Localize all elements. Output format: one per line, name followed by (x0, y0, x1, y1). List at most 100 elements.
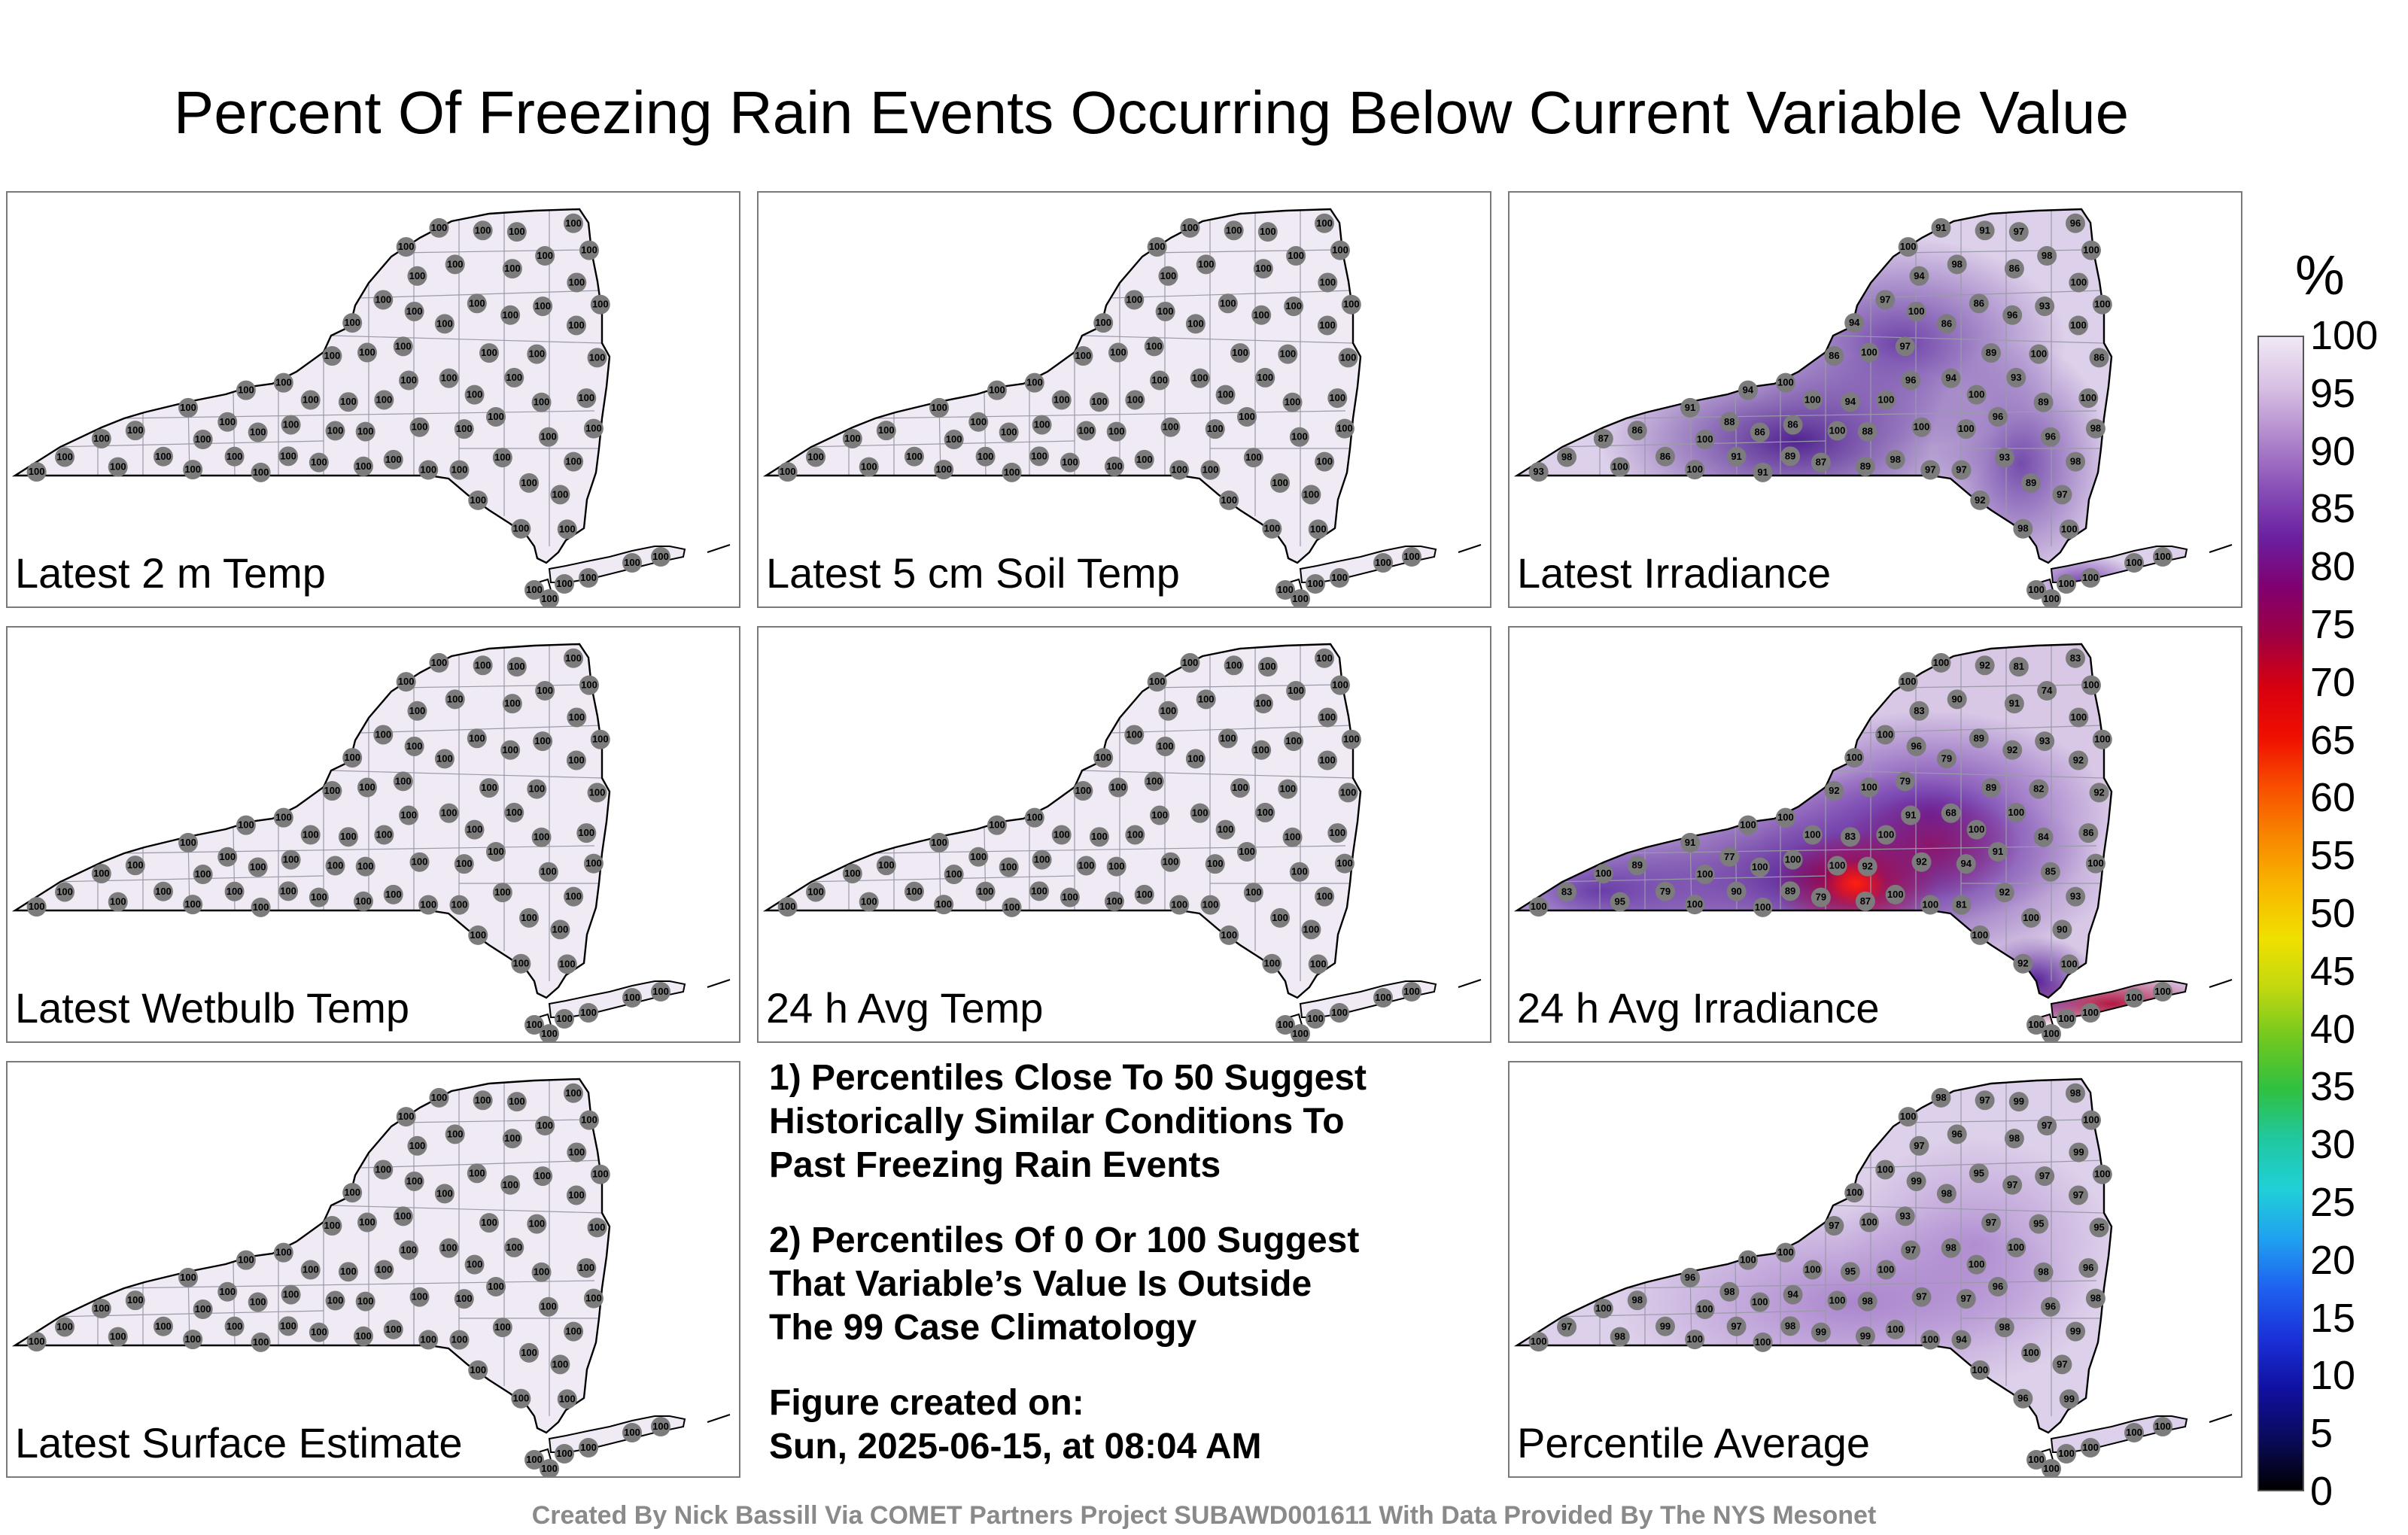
station-value: 100 (29, 466, 45, 477)
station-value: 100 (1226, 659, 1242, 670)
map-svg: 100 100 100 100 100 100 100 100 100 100 100 100 100 1… (762, 208, 1482, 606)
station-marker (1780, 1316, 1801, 1336)
colorbar-tick-label: 15 (2310, 1295, 2356, 1341)
station-marker (429, 1087, 449, 1108)
station-marker (1875, 290, 1896, 310)
station-value: 100 (1126, 728, 1142, 740)
note-line: 1) Percentiles Close To 50 Suggest (769, 1058, 1367, 1098)
station-marker (1106, 856, 1126, 877)
station-value: 100 (565, 1087, 582, 1099)
station-value: 100 (1697, 868, 1713, 880)
station-value: 100 (253, 901, 269, 913)
station-value: 100 (2061, 958, 2078, 969)
station-marker (1775, 807, 1795, 828)
station-marker (2081, 1110, 2101, 1130)
station-value: 98 (1890, 454, 1900, 465)
station-value: 100 (327, 1295, 344, 1306)
station-value: 100 (1972, 929, 1988, 941)
station-value: 100 (1078, 860, 1095, 871)
station-marker (1994, 1318, 2014, 1338)
station-value: 100 (1755, 901, 1771, 913)
station-marker (125, 856, 145, 876)
station-marker (2002, 305, 2023, 325)
station-value: 97 (1905, 1245, 1916, 1256)
station-marker (1076, 856, 1096, 876)
station-value: 100 (1829, 860, 1846, 871)
station-value: 100 (652, 986, 669, 997)
station-marker (566, 1185, 586, 1205)
station-value: 87 (1860, 895, 1871, 907)
station-marker (1262, 953, 1282, 974)
station-marker (904, 446, 924, 467)
station-marker (1291, 1024, 1310, 1041)
station-marker (1885, 884, 1905, 904)
station-marker (1236, 841, 1257, 862)
station-marker (1775, 1242, 1795, 1263)
station-marker (2004, 1129, 2024, 1149)
station-marker (2021, 1342, 2042, 1363)
station-value: 100 (989, 385, 1005, 396)
station-value: 100 (1054, 829, 1070, 840)
station-value: 100 (470, 929, 486, 941)
station-value: 100 (1595, 868, 1612, 879)
station-value: 100 (451, 464, 468, 476)
station-value: 100 (475, 224, 491, 236)
station-marker (1951, 460, 1972, 480)
station-value: 100 (559, 958, 576, 969)
station-value: 97 (2039, 1170, 2050, 1181)
county-line (1149, 249, 1339, 254)
station-marker (1975, 1090, 1995, 1111)
station-marker (26, 897, 47, 917)
station-value: 100 (1291, 431, 1308, 442)
station-marker (2059, 1389, 2079, 1409)
station-marker (2037, 681, 2057, 701)
station-value: 100 (1221, 494, 1237, 506)
station-marker (2052, 1354, 2072, 1375)
station-marker (2035, 296, 2055, 317)
station-marker (538, 1296, 558, 1317)
station-marker (1301, 919, 1321, 940)
long-island-outline (548, 1415, 686, 1453)
station-marker (576, 388, 597, 409)
station-value: 100 (1257, 807, 1273, 818)
station-value: 100 (513, 958, 530, 969)
station-marker (587, 1217, 607, 1238)
station-marker (251, 462, 271, 482)
station-value: 100 (1146, 340, 1163, 351)
county-line (1900, 249, 2090, 254)
station-marker (492, 1318, 512, 1338)
station-value: 100 (780, 466, 796, 477)
station-marker (454, 419, 474, 439)
panel-label: Latest 5 cm Soil Temp (766, 549, 1180, 597)
station-marker (1108, 342, 1128, 363)
station-value: 100 (180, 402, 196, 413)
station-value: 100 (1054, 394, 1070, 406)
station-marker (567, 707, 587, 728)
station-value: 100 (1332, 245, 1348, 256)
station-marker (1330, 240, 1350, 260)
station-marker (1685, 460, 1705, 480)
station-marker (2068, 315, 2088, 336)
station-value: 100 (1264, 523, 1281, 534)
station-marker (1695, 430, 1715, 450)
station-marker (519, 907, 540, 928)
station-value: 97 (2007, 1179, 2017, 1190)
station-marker (55, 1317, 75, 1337)
station-value: 100 (180, 1272, 196, 1283)
station-value: 100 (1232, 782, 1248, 793)
station-marker (2081, 675, 2101, 695)
station-value: 100 (534, 831, 550, 843)
map-panel-latest-irradiance: 100 100 100 100 100 100 100 100 100 100 100 100 98 98… (1508, 191, 2242, 608)
station-value: 100 (552, 923, 569, 935)
station-marker (1155, 301, 1175, 321)
station-marker (1190, 368, 1210, 388)
station-value: 100 (935, 898, 952, 910)
station-value: 100 (400, 810, 417, 821)
county-line (120, 410, 595, 419)
station-value: 100 (1220, 732, 1236, 743)
station-value: 100 (1804, 394, 1821, 406)
station-marker (2021, 907, 2042, 928)
station-value: 100 (1226, 224, 1242, 236)
station-marker (1906, 736, 1926, 756)
station-marker (1124, 725, 1145, 745)
